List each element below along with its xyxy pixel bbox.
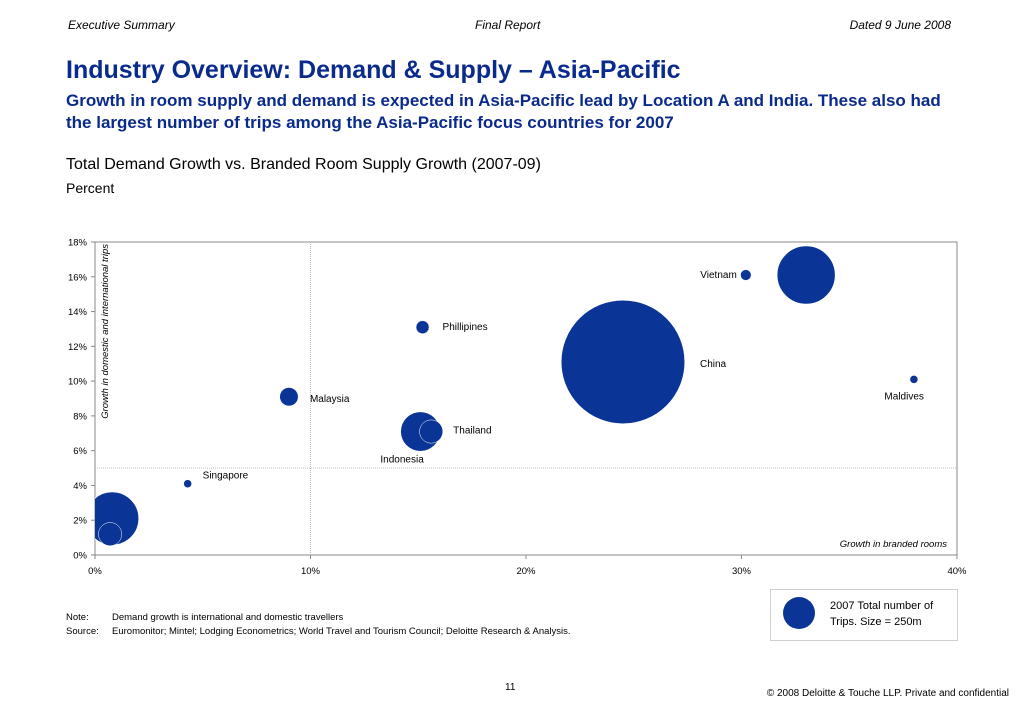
y-tick-label: 8% xyxy=(73,411,87,422)
header-left: Executive Summary xyxy=(68,18,175,32)
bubble xyxy=(776,245,836,305)
y-tick-label: 18% xyxy=(68,238,88,249)
bubble-thailand xyxy=(419,419,444,444)
note-label: Note: xyxy=(66,612,89,623)
x-tick-label: 30% xyxy=(732,566,752,577)
bubble-singapore xyxy=(183,479,192,488)
bubble-phillipines xyxy=(415,320,430,334)
page-number: 11 xyxy=(505,682,516,693)
bubble-group xyxy=(95,245,919,547)
bubble-label: Malaysia xyxy=(310,394,350,405)
y-tick-label: 4% xyxy=(73,481,87,492)
chart-title: Total Demand Growth vs. Branded Room Sup… xyxy=(66,156,541,173)
bubble xyxy=(98,522,122,547)
x-tick-label: 0% xyxy=(88,566,102,577)
y-tick-label: 14% xyxy=(68,307,88,318)
y-tick-label: 6% xyxy=(73,446,87,457)
bubble-vietnam xyxy=(740,269,752,281)
x-tick-label: 20% xyxy=(516,566,536,577)
source-row: Source: Euromonitor; Mintel; Lodging Econ… xyxy=(66,626,571,637)
page-title: Industry Overview: Demand & Supply – Asi… xyxy=(66,56,681,84)
x-tick-label: 10% xyxy=(301,566,321,577)
chart-legend: 2007 Total number of Trips. Size = 250m xyxy=(770,589,958,641)
bubble-label: Thailand xyxy=(453,426,491,437)
source-text: Euromonitor; Mintel; Lodging Econometric… xyxy=(112,626,571,637)
y-tick-label: 12% xyxy=(68,342,88,353)
y-tick-label: 10% xyxy=(68,377,88,388)
bubble-maldives xyxy=(909,375,919,384)
x-axis-label: Growth in branded rooms xyxy=(840,539,947,550)
bubble-label: Singapore xyxy=(203,471,249,482)
bubble-chart: 0% 2% 4% 6% 8% 10% 12% 14% 16% 18% 0% 10% 20% 30% 40% G… xyxy=(68,238,967,578)
page-subtitle: Growth in room supply and demand is expe… xyxy=(66,91,941,132)
note-text: Demand growth is international and domes… xyxy=(112,612,344,623)
bubble-china xyxy=(560,299,686,425)
y-axis-label: Growth in domestic and international tri… xyxy=(100,244,111,419)
legend-bubble-icon xyxy=(783,597,815,629)
y-tick-label: 2% xyxy=(73,516,87,527)
note-row: Note: Demand growth is international and … xyxy=(66,612,343,623)
bubble-label: Phillipines xyxy=(443,322,488,333)
bubble-label: China xyxy=(700,359,727,370)
x-tick-label: 40% xyxy=(947,566,967,577)
legend-text: 2007 Total number of Trips. Size = 250m xyxy=(830,600,934,628)
copyright-text: © 2008 Deloitte & Touche LLP. Private an… xyxy=(766,688,1009,699)
y-tick-label: 16% xyxy=(68,272,88,283)
y-tick-label: 0% xyxy=(73,551,87,562)
bubble-malaysia xyxy=(279,387,299,407)
bubble-label: Indonesia xyxy=(380,455,424,466)
chart-unit: Percent xyxy=(66,180,115,196)
header-right: Dated 9 June 2008 xyxy=(849,18,951,32)
bubble-label: Vietnam xyxy=(700,270,737,281)
source-label: Source: xyxy=(66,626,99,637)
header-center: Final Report xyxy=(475,18,541,32)
bubble-label: Maldives xyxy=(884,391,923,402)
